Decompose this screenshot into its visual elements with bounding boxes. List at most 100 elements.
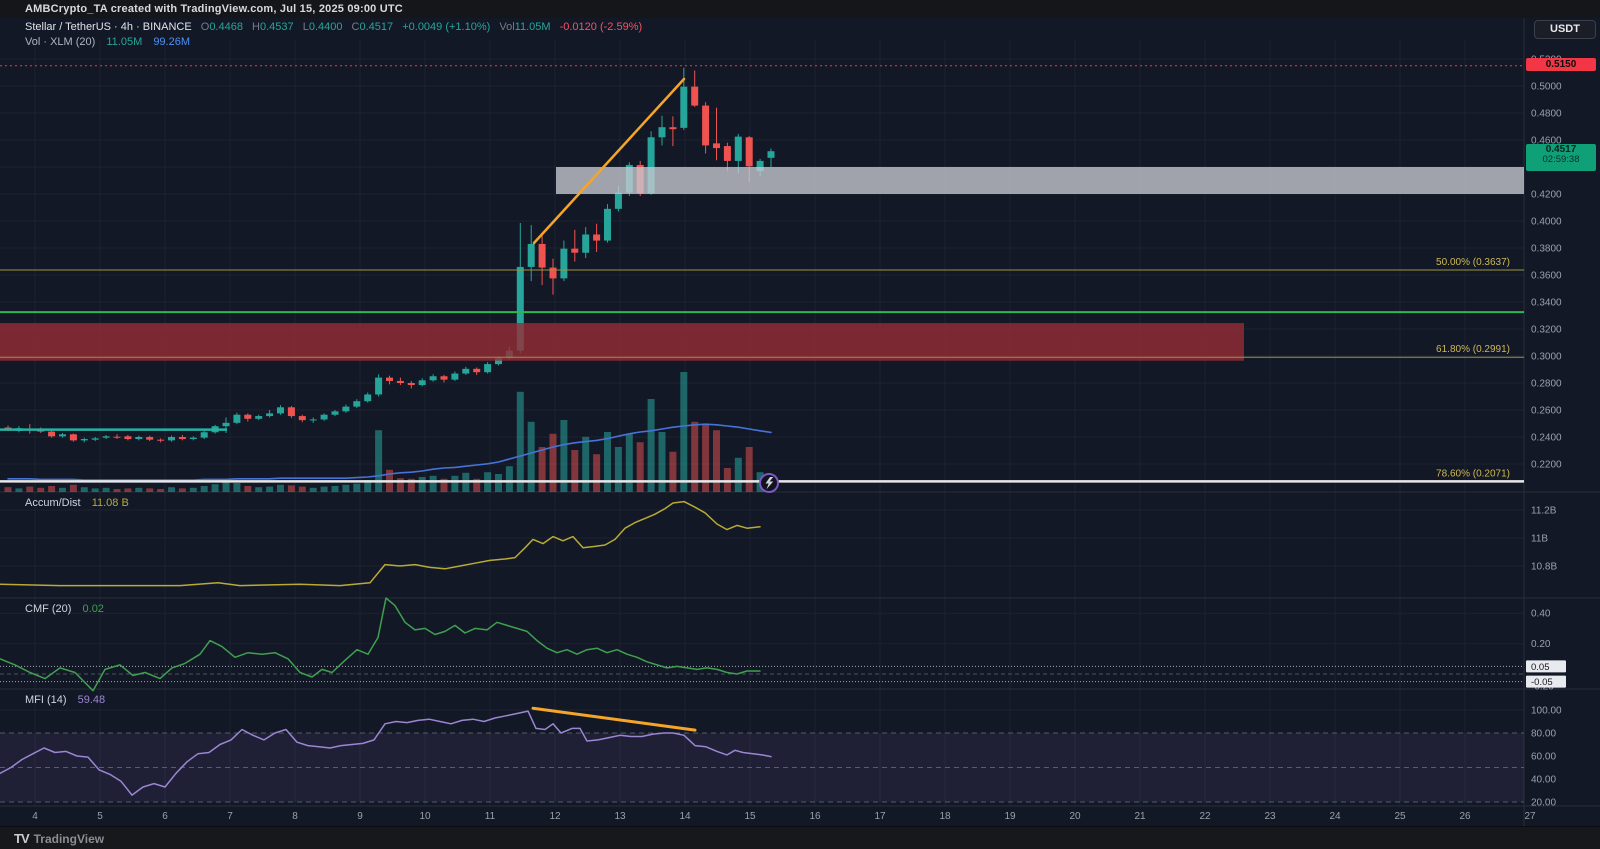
price-axis[interactable] (1524, 18, 1600, 806)
cmf-legend[interactable]: CMF (20) 0.02 (25, 603, 104, 615)
candle (342, 406, 350, 412)
alert-price-label: 0.5150 (1526, 58, 1596, 71)
volume-bar (80, 487, 88, 492)
candle (407, 383, 415, 386)
candle (723, 146, 731, 161)
symbol-legend[interactable]: Stellar / TetherUS · 4h · BINANCE O0.446… (25, 21, 642, 33)
volume-bar (625, 433, 633, 492)
chart-canvas[interactable]: 50.00% (0.3637) 61.80% (0.2991) 78.60% (0.… (0, 18, 1600, 826)
candle (91, 438, 99, 440)
price-tick-label: 0.4600 (1531, 136, 1562, 147)
candle (484, 364, 492, 373)
last-price-value: 0.4517 (1545, 144, 1577, 155)
supply-zone-box[interactable] (556, 167, 1524, 194)
day-label: 12 (549, 811, 561, 822)
volume-bar (582, 436, 590, 492)
candle (353, 401, 361, 407)
price-tick-label: 0.3000 (1531, 352, 1562, 363)
price-tick-label: 0.3400 (1531, 298, 1562, 309)
day-label: 13 (614, 811, 626, 822)
fib-level-label: 50.00% (0.3637) (1436, 257, 1510, 268)
time-axis[interactable] (0, 806, 1524, 826)
candle (691, 86, 699, 106)
day-label: 14 (679, 811, 691, 822)
mfi-legend[interactable]: MFI (14) 59.48 (25, 694, 105, 706)
cmf-name[interactable]: CMF (20) (25, 603, 72, 615)
price-tick-label: 0.2200 (1531, 460, 1562, 471)
candle (538, 243, 546, 268)
day-label: 7 (227, 811, 233, 822)
change-value: +0.0049 (+1.10%) (402, 21, 491, 33)
chart-watermark-title: AMBCrypto_TA created with TradingView.co… (25, 3, 403, 15)
volume-bar (495, 474, 502, 492)
volume-bar (91, 488, 99, 492)
candle (80, 439, 88, 441)
volume-bar (516, 391, 524, 492)
candle (669, 127, 677, 130)
candle (364, 394, 372, 402)
price-tick-label: 0.5000 (1531, 82, 1562, 93)
mfi-tick-label: 100.00 (1531, 706, 1562, 717)
mfi-name[interactable]: MFI (14) (25, 694, 67, 706)
volume-bar (473, 478, 481, 492)
volume-bar (48, 486, 56, 492)
symbol-title[interactable]: Stellar / TetherUS · 4h · BINANCE (25, 21, 192, 33)
candle (429, 376, 437, 381)
accum-dist-name[interactable]: Accum/Dist (25, 497, 81, 509)
tradingview-logo[interactable]: TV TradingView (14, 831, 104, 846)
ad-tick-label: 10.8B (1531, 562, 1557, 573)
ad-tick-label: 11B (1531, 534, 1548, 545)
candle (734, 136, 742, 161)
accum-dist-legend[interactable]: Accum/Dist 11.08 B (25, 497, 129, 509)
price-tick-label: 0.2800 (1531, 379, 1562, 390)
volume-indicator-legend[interactable]: Vol · XLM (20) 11.05M 99.26M (25, 36, 190, 48)
volume-bar (277, 484, 284, 492)
candle (244, 414, 252, 419)
candle (124, 436, 132, 440)
price-tick-label: 0.3800 (1531, 244, 1562, 255)
mfi-value: 59.48 (77, 694, 106, 706)
candle (571, 248, 579, 253)
currency-toggle-button[interactable]: USDT (1534, 20, 1596, 39)
candle (713, 143, 720, 149)
candle (222, 422, 230, 427)
volume-bar (418, 477, 426, 492)
day-label: 19 (1004, 811, 1016, 822)
volume-bar (113, 489, 121, 492)
volume-bar (200, 486, 208, 492)
candle (440, 376, 448, 380)
low-label: L (302, 21, 309, 33)
volume-change-value: -0.0120 (-2.59%) (559, 21, 643, 33)
high-value: 0.4537 (259, 21, 294, 33)
volume-bar (538, 447, 546, 492)
volume-bar (69, 484, 77, 492)
candle (647, 137, 655, 194)
mfi-trendline[interactable] (531, 706, 697, 732)
volume-bar (342, 484, 350, 492)
day-label: 10 (419, 811, 431, 822)
volume-indicator-name[interactable]: Vol · XLM (20) (25, 36, 96, 48)
volume-bar (680, 372, 688, 492)
price-tick-label: 0.3200 (1531, 325, 1562, 336)
volume-bar (26, 486, 34, 492)
volume-bar (364, 480, 372, 492)
volume-ma-value: 99.26M (153, 36, 191, 48)
demand-zone-box[interactable] (0, 323, 1244, 361)
candle (277, 407, 284, 414)
volume-ma-line (7, 423, 772, 481)
volume-bar (429, 475, 437, 492)
volume-bar (636, 442, 644, 492)
day-label: 16 (809, 811, 821, 822)
volume-bar (102, 487, 110, 492)
price-tick-label: 0.4000 (1531, 217, 1562, 228)
volume-bar (713, 430, 720, 492)
volume-bar (266, 486, 274, 492)
day-label: 27 (1524, 811, 1536, 822)
price-trendline[interactable] (532, 77, 686, 245)
volume-bar (309, 487, 317, 492)
volume-bar (157, 489, 165, 492)
top-toolbar: AMBCrypto_TA created with TradingView.co… (0, 0, 1600, 18)
candle (135, 437, 143, 440)
day-label: 25 (1394, 811, 1406, 822)
